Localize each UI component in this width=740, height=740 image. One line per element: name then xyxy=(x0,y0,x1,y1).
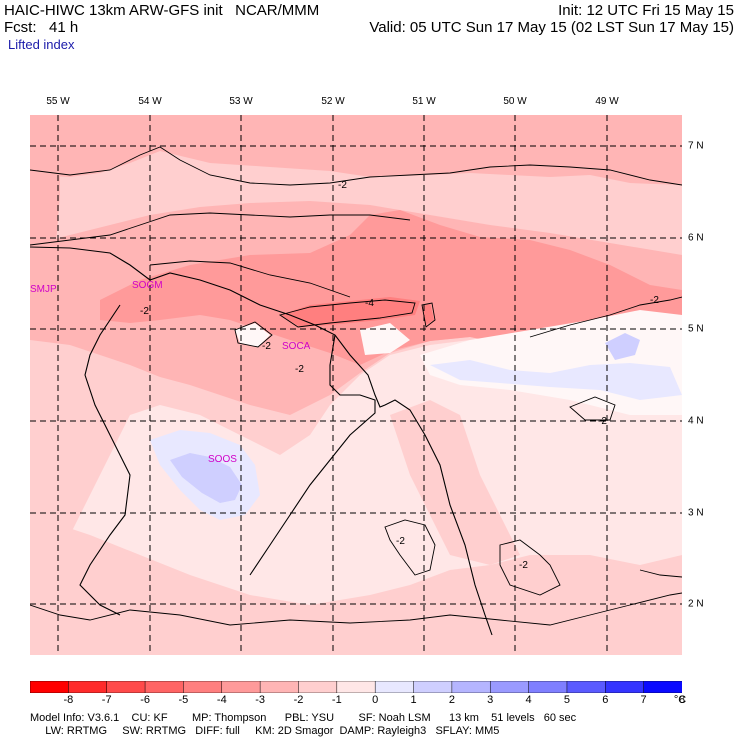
colorbar-swatch xyxy=(605,681,645,693)
contour-label: -2 xyxy=(262,341,271,352)
colorbar-tick-label: -1 xyxy=(331,694,342,706)
colorbar-tick-label: -7 xyxy=(101,694,112,706)
colorbar xyxy=(30,681,682,693)
colorbar-swatch xyxy=(30,681,70,693)
colorbar-swatch xyxy=(566,681,607,693)
colorbar-tick-label: 7 xyxy=(640,694,647,706)
shade-plus2-south xyxy=(170,453,242,503)
lat-label: 5 N xyxy=(688,323,704,335)
forecast-hour: Fcst: 41 h xyxy=(4,19,79,36)
model-title: HAIC-HIWC 13km ARW-GFS init NCAR/MMM xyxy=(4,2,320,19)
lat-label: 6 N xyxy=(688,232,704,244)
graticule xyxy=(30,115,682,655)
colorbar-tick-label: 0 xyxy=(372,694,379,706)
colorbar-tick-label: -3 xyxy=(255,694,265,706)
contour-label: -2 xyxy=(140,306,149,317)
colorbar-swatch xyxy=(489,681,530,693)
colorbar-swatch xyxy=(144,681,185,693)
station-label: SOGM xyxy=(132,280,163,291)
lon-label: 52 W xyxy=(321,96,345,107)
lon-label: 53 W xyxy=(229,96,253,107)
colorbar-tick-label: 3 xyxy=(487,694,494,706)
shade-minus3 xyxy=(100,210,682,365)
shade-plus1-east xyxy=(430,360,682,400)
shade-minus4 xyxy=(280,297,420,327)
colorbar-swatch xyxy=(451,681,491,693)
colorbar-tick-label: -2 xyxy=(293,694,304,706)
colorbar-swatch xyxy=(259,681,300,693)
contour-label: -2 xyxy=(396,536,405,547)
lon-label: 50 W xyxy=(503,96,527,107)
station-label: SOCA xyxy=(282,341,311,352)
colorbar-swatch xyxy=(413,681,453,693)
colorbar-swatch xyxy=(106,681,146,693)
colorbar-swatch xyxy=(374,681,415,693)
shade-minus1-south xyxy=(30,515,682,655)
colorbar-tick-label: -5 xyxy=(178,694,189,706)
coastline xyxy=(30,246,493,636)
lifted-index-map xyxy=(30,115,682,655)
model-info: Model Info: V3.6.1 CU: KF MP: Thompson P… xyxy=(30,712,577,724)
colorbar-swatch xyxy=(336,681,376,693)
contour-label: -2 xyxy=(295,364,304,375)
contour-label: -2 xyxy=(519,560,528,571)
lon-label: 49 W xyxy=(595,96,619,107)
colorbar-swatch xyxy=(183,681,223,693)
colorbar-tick-label: -6 xyxy=(140,694,150,706)
contour-label: -2 xyxy=(598,416,607,427)
colorbar-swatch xyxy=(528,681,568,693)
station-label: SMJP xyxy=(30,284,57,295)
lat-label: 2 N xyxy=(688,598,704,610)
physics-info: LW: RRTMG SW: RRTMG DIFF: full KM: 2D Sm… xyxy=(30,725,500,737)
colorbar-unit: °C xyxy=(673,694,687,706)
colorbar-tick-label: 2 xyxy=(448,694,455,706)
colorbar-tick-label: -8 xyxy=(63,694,74,706)
colorbar-tick-label: -4 xyxy=(216,694,227,706)
station-label: SOOS xyxy=(208,454,237,465)
colorbar-tick-label: 5 xyxy=(563,694,570,706)
shade-plus2-east xyxy=(605,333,640,360)
shade-zero-center xyxy=(360,323,410,355)
colorbar-swatch xyxy=(298,681,338,693)
shade-minus1-east xyxy=(390,400,520,565)
lon-label: 54 W xyxy=(138,96,162,107)
shade-minus2-west xyxy=(30,115,60,335)
lat-label: 4 N xyxy=(688,415,704,427)
colorbar-tick-label: 1 xyxy=(410,694,417,706)
lat-label: 7 N xyxy=(688,140,704,152)
contour-label: -2 xyxy=(650,295,659,306)
contour-label: -4 xyxy=(365,298,374,309)
colorbar-swatch xyxy=(643,681,682,693)
valid-time: Valid: 05 UTC Sun 17 May 15 (02 LST Sun … xyxy=(369,19,734,36)
shade-minus2 xyxy=(30,115,682,185)
lon-label: 51 W xyxy=(412,96,436,107)
colorbar-swatch xyxy=(68,681,108,693)
lat-label: 3 N xyxy=(688,507,704,519)
colorbar-swatch xyxy=(221,681,261,693)
field-name: Lifted index xyxy=(8,37,75,52)
colorbar-tick-label: 8 xyxy=(678,694,686,706)
colorbar-tick-label: 6 xyxy=(602,694,609,706)
contour-label: -2 xyxy=(338,180,347,191)
colorbar-tick-label: 4 xyxy=(525,694,532,706)
init-time: Init: 12 UTC Fri 15 May 15 xyxy=(558,2,734,19)
lon-label: 55 W xyxy=(46,96,70,107)
